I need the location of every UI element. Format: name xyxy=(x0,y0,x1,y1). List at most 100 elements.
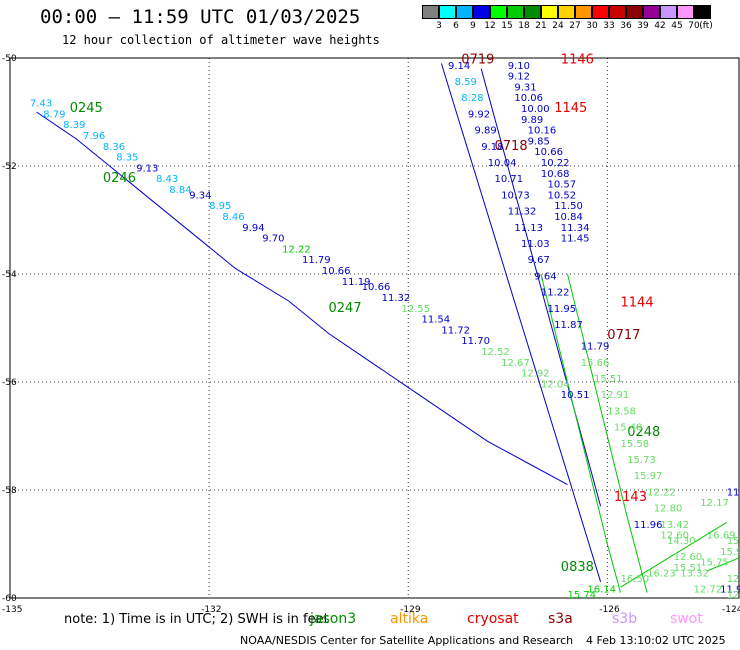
legend-tick-label: 45 xyxy=(671,21,683,31)
legend-swot: swot xyxy=(670,611,703,627)
legend-tick-label: 24 xyxy=(552,21,564,31)
wave-height-label: 9.14 xyxy=(448,61,470,72)
wave-height-label: 9.12 xyxy=(508,72,530,83)
legend-swatch xyxy=(422,5,439,19)
pass-time-label: 0719 xyxy=(461,52,494,67)
lat-tick-label: -60 xyxy=(2,594,17,604)
pass-time-label: 0838 xyxy=(561,560,594,575)
legend-unit: (ft) xyxy=(699,21,713,31)
wave-height-label: 12.22 xyxy=(282,244,311,255)
legend-swatch xyxy=(490,5,507,19)
wave-height-label: 12.60 xyxy=(660,531,689,542)
wave-height-label: 15.95 xyxy=(720,547,740,558)
wave-height-label: 16.14 xyxy=(587,585,616,596)
legend-swatch xyxy=(456,5,473,19)
wave-height-label: 13.32 xyxy=(680,568,709,579)
wave-height-label: 10.52 xyxy=(548,190,577,201)
generated-timestamp: 4 Feb 13:10:02 UTC 2025 xyxy=(586,634,726,647)
wave-height-label: 12.80 xyxy=(654,504,683,515)
wave-height-label: 10.66 xyxy=(534,147,563,158)
wave-height-label: 15.75 xyxy=(700,558,729,569)
wave-height-label: 9.67 xyxy=(528,255,550,266)
wave-height-label: 10.06 xyxy=(514,93,543,104)
wave-height-label: 12.67 xyxy=(501,358,530,369)
lat-tick-label: -50 xyxy=(2,54,17,64)
wave-height-label: 8.43 xyxy=(156,174,178,185)
wave-height-label: 8.59 xyxy=(455,77,477,88)
legend-tick-label: 30 xyxy=(586,21,598,31)
legend-tick-label: 33 xyxy=(603,21,615,31)
wave-height-label: 13.58 xyxy=(607,406,636,417)
wave-height-label: 9.94 xyxy=(242,223,264,234)
wave-height-label: 12.91 xyxy=(601,390,630,401)
wave-height-label: 11.32 xyxy=(382,293,411,304)
lon-tick-label: -126 xyxy=(599,605,620,615)
wave-height-label: 8.46 xyxy=(222,212,244,223)
wave-height-label: 12.85 xyxy=(727,590,740,601)
lat-tick-label: -56 xyxy=(2,378,17,388)
wave-height-label: 10.57 xyxy=(548,180,577,191)
legend-tick-label: 9 xyxy=(470,21,476,31)
wave-height-label: 12.52 xyxy=(481,347,510,358)
wave-height-label: 9.64 xyxy=(534,271,556,282)
wave-height-label: 9.13 xyxy=(136,163,158,174)
legend-tick-label: 15 xyxy=(501,21,513,31)
wave-height-label: 11.79 xyxy=(581,342,610,353)
wave-height-label: 10.66 xyxy=(362,282,391,293)
page-title: 00:00 – 11:59 UTC 01/03/2025 xyxy=(40,6,361,28)
wave-height-label: 7.43 xyxy=(30,99,52,110)
legend-swatch xyxy=(541,5,558,19)
legend-tick-label: 42 xyxy=(654,21,666,31)
map-frame xyxy=(9,57,740,599)
wave-height-label: 11.96 xyxy=(720,585,740,596)
legend-tick-label: 27 xyxy=(569,21,581,31)
satellite-track xyxy=(36,111,568,486)
legend-swatch xyxy=(473,5,490,19)
lon-tick-label: -135 xyxy=(2,605,22,615)
satellite-track xyxy=(540,273,621,593)
pass-time-label: 1145 xyxy=(554,101,587,116)
wave-height-label: 15.97 xyxy=(634,471,663,482)
wave-height-label: 15.66 xyxy=(581,358,610,369)
wave-height-label: 12.22 xyxy=(647,487,676,498)
wave-height-label: 15.93 xyxy=(727,536,740,547)
wave-height-label: 11.32 xyxy=(508,207,537,218)
wave-height-label: 15.73 xyxy=(627,455,656,466)
wave-height-label: 11.13 xyxy=(514,223,543,234)
pass-time-label: 1144 xyxy=(621,295,654,310)
pass-time-label: 0246 xyxy=(103,171,136,186)
wave-height-label: 9.92 xyxy=(468,109,490,120)
wave-height-label: 14.30 xyxy=(667,536,696,547)
wave-height-label: 10.84 xyxy=(554,212,583,223)
wave-height-label: 15.48 xyxy=(614,423,643,434)
wave-height-label: 8.35 xyxy=(116,153,138,164)
footer-note: note: 1) Time is in UTC; 2) SWH is in fe… xyxy=(64,612,329,627)
wave-height-label: 16.50 xyxy=(621,574,650,585)
wave-height-label: 12.55 xyxy=(402,304,431,315)
legend-cryosat: cryosat xyxy=(467,611,519,627)
wave-height-label: 9.85 xyxy=(528,136,550,147)
wave-height-label: 8.28 xyxy=(461,93,483,104)
pass-time-label: 0717 xyxy=(607,328,640,343)
wave-height-label: 12.72 xyxy=(694,585,723,596)
legend-tick-label: 70 xyxy=(688,21,700,31)
wave-height-label: 9.18 xyxy=(481,142,503,153)
pass-time-label: 1143 xyxy=(614,490,647,505)
credit-line: NOAA/NESDIS Center for Satellite Applica… xyxy=(240,634,574,647)
wave-height-label: 12.04 xyxy=(541,379,570,390)
lat-tick-label: -52 xyxy=(2,162,17,172)
legend-tick-label: 6 xyxy=(453,21,459,31)
wave-height-label: 8.36 xyxy=(103,142,125,153)
satellite-track xyxy=(480,68,602,507)
wave-height-label: 11.72 xyxy=(441,325,470,336)
wave-height-label: 9.31 xyxy=(514,82,536,93)
pass-time-label: 0718 xyxy=(495,139,528,154)
legend-swatch xyxy=(660,5,677,19)
wave-height-label: 10.71 xyxy=(495,174,524,185)
wave-height-label: 11.45 xyxy=(561,234,590,245)
wave-height-label: 9.34 xyxy=(189,190,211,201)
satellite-track xyxy=(620,521,727,588)
legend-s3a: s3a xyxy=(548,611,573,627)
